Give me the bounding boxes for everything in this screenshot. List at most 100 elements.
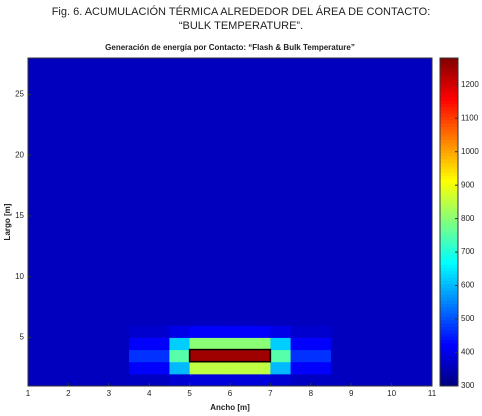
colorbar-tick-label: 1000 <box>461 147 479 156</box>
colorbar-segment <box>440 281 458 285</box>
heat-cell <box>129 373 170 387</box>
colorbar-segment <box>440 149 458 154</box>
colorbar-segment <box>440 264 458 269</box>
heat-cell <box>331 337 433 351</box>
x-tick-label: 7 <box>268 389 273 398</box>
heat-cell <box>28 349 130 363</box>
colorbar-segment <box>440 100 458 105</box>
y-tick-label: 10 <box>15 272 24 281</box>
colorbar-segment <box>440 146 458 151</box>
heat-cell <box>129 325 170 338</box>
colorbar-segment <box>440 366 458 371</box>
y-tick-label: 5 <box>20 333 25 342</box>
colorbar-segment <box>440 120 458 125</box>
heat-cell <box>230 361 271 375</box>
colorbar-segment <box>440 356 458 361</box>
caption-line: Fig. 6. ACUMULACIÓN TÉRMICA ALREDEDOR DE… <box>52 5 431 18</box>
colorbar-segment <box>440 382 458 387</box>
colorbar-segment <box>440 304 458 308</box>
heat-cell <box>129 349 170 363</box>
heat-cell <box>28 373 130 387</box>
colorbar-segment <box>440 189 458 193</box>
colorbar-tick-label: 1200 <box>461 80 479 89</box>
colorbar-segment <box>440 185 458 190</box>
heat-cell <box>290 361 332 375</box>
heat-cell <box>189 325 231 338</box>
heat-cell <box>129 361 170 375</box>
heat-cell <box>270 58 292 326</box>
heat-cell <box>28 325 130 338</box>
colorbar-segment <box>440 136 458 141</box>
heat-cell <box>189 337 231 351</box>
colorbar-segment <box>440 176 458 180</box>
colorbar-segment <box>440 317 458 321</box>
heat-cell <box>28 337 130 351</box>
heat-cell <box>169 325 191 338</box>
heat-cell <box>331 58 433 326</box>
colorbar-segment <box>440 307 458 312</box>
colorbar-segment <box>440 130 458 134</box>
heat-cell <box>331 361 433 375</box>
colorbar-segment <box>440 77 458 82</box>
colorbar-segment <box>440 372 458 377</box>
colorbar-segment <box>440 267 458 272</box>
colorbar-tick-label: 400 <box>461 348 475 357</box>
colorbar-segment <box>440 376 458 380</box>
heat-cell <box>189 373 231 387</box>
heat-cell <box>331 325 433 338</box>
colorbar-segment <box>440 274 458 279</box>
colorbar-segment <box>440 359 458 364</box>
x-tick-label: 5 <box>187 389 192 398</box>
x-tick-label: 8 <box>309 389 314 398</box>
colorbar-segment <box>440 84 458 89</box>
heat-cell <box>28 361 130 375</box>
colorbar-segment <box>440 218 458 223</box>
colorbar-segment <box>440 117 458 121</box>
colorbar-segment <box>440 228 458 233</box>
heat-cell <box>290 337 332 351</box>
colorbar-segment <box>440 287 458 292</box>
colorbar-segment <box>440 182 458 187</box>
heat-cell <box>331 373 433 387</box>
colorbar-segment <box>440 133 458 138</box>
colorbar-segment <box>440 143 458 148</box>
colorbar-segment <box>440 353 458 357</box>
colorbar-segment <box>440 58 458 62</box>
heat-cell <box>270 349 292 363</box>
heat-cell <box>230 349 271 363</box>
x-tick-label: 1 <box>26 389 31 398</box>
x-tick-label: 4 <box>147 389 152 398</box>
colorbar-segment <box>440 153 458 157</box>
colorbar-segment <box>440 310 458 315</box>
colorbar-segment <box>440 113 458 118</box>
colorbar-segment <box>440 205 458 210</box>
colorbar-segment <box>440 222 458 226</box>
x-tick-label: 2 <box>66 389 71 398</box>
colorbar-segment <box>440 346 458 351</box>
colorbar-tick-label: 900 <box>461 180 475 189</box>
colorbar-segment <box>440 156 458 161</box>
heat-cell <box>270 373 292 387</box>
colorbar-segment <box>440 254 458 259</box>
colorbar-segment <box>440 349 458 354</box>
colorbar-segment <box>440 172 458 177</box>
colorbar-segment <box>440 97 458 102</box>
colorbar-segment <box>440 379 458 384</box>
heat-cell <box>189 58 231 326</box>
colorbar-segment <box>440 208 458 213</box>
colorbar-segment <box>440 284 458 289</box>
colorbar-segment <box>440 192 458 197</box>
heat-cell <box>290 58 332 326</box>
colorbar-segment <box>440 258 458 262</box>
colorbar-tick-label: 300 <box>461 381 475 390</box>
heat-cell <box>290 349 332 363</box>
colorbar-segment <box>440 202 458 207</box>
x-tick-label: 3 <box>107 389 112 398</box>
colorbar-segment <box>440 140 458 144</box>
heat-cell <box>169 373 191 387</box>
colorbar-segment <box>440 333 458 338</box>
colorbar-segment <box>440 330 458 335</box>
colorbar-segment <box>440 238 458 243</box>
colorbar-segment <box>440 290 458 295</box>
